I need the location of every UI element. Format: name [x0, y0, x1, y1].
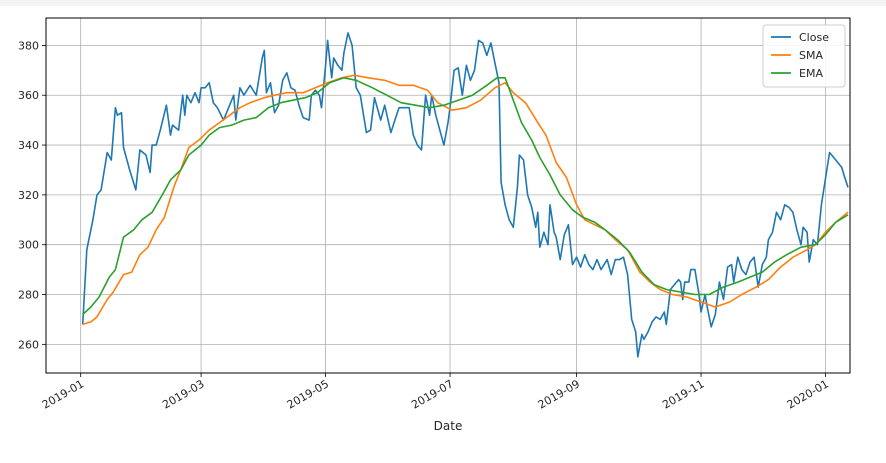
series-line-sma: [82, 74, 849, 326]
y-tick-label: 280: [18, 289, 39, 302]
legend-label-close: Close: [799, 31, 829, 44]
legend-label-ema: EMA: [799, 67, 823, 80]
x-axis-label: Date: [434, 419, 463, 433]
x-tick-label: 2019-11: [660, 377, 706, 411]
x-tick-label: 2019-07: [409, 377, 455, 411]
legend: Close SMA EMA: [762, 24, 846, 88]
series-line-ema: [82, 77, 849, 316]
legend-label-sma: SMA: [799, 49, 823, 62]
y-tick-label: 260: [18, 338, 39, 351]
y-tick-label: 300: [18, 239, 39, 252]
legend-box: [762, 24, 846, 88]
notebook-output-top-bar: [0, 0, 886, 6]
y-tick-label: 320: [18, 189, 39, 202]
x-tick-label: 2020-01: [785, 377, 831, 411]
y-tick-label: 380: [18, 39, 39, 52]
x-tick-label: 2019-05: [285, 377, 331, 411]
x-tick-label: 2019-03: [160, 377, 206, 411]
x-tick-label: 2019-01: [40, 377, 86, 411]
plot-area-frame: [45, 17, 851, 374]
y-tick-label: 360: [18, 89, 39, 102]
y-axis-ticks: 260 280 300 320 340 360 380: [18, 39, 46, 351]
y-tick-label: 340: [18, 139, 39, 152]
series-lines: [81, 32, 849, 358]
grid-lines: [46, 18, 850, 373]
x-tick-label: 2019-09: [536, 377, 582, 411]
series-line-close: [81, 32, 849, 358]
x-axis-ticks: 2019-01 2019-03 2019-05 2019-07 2019-09 2019-…: [40, 373, 831, 412]
